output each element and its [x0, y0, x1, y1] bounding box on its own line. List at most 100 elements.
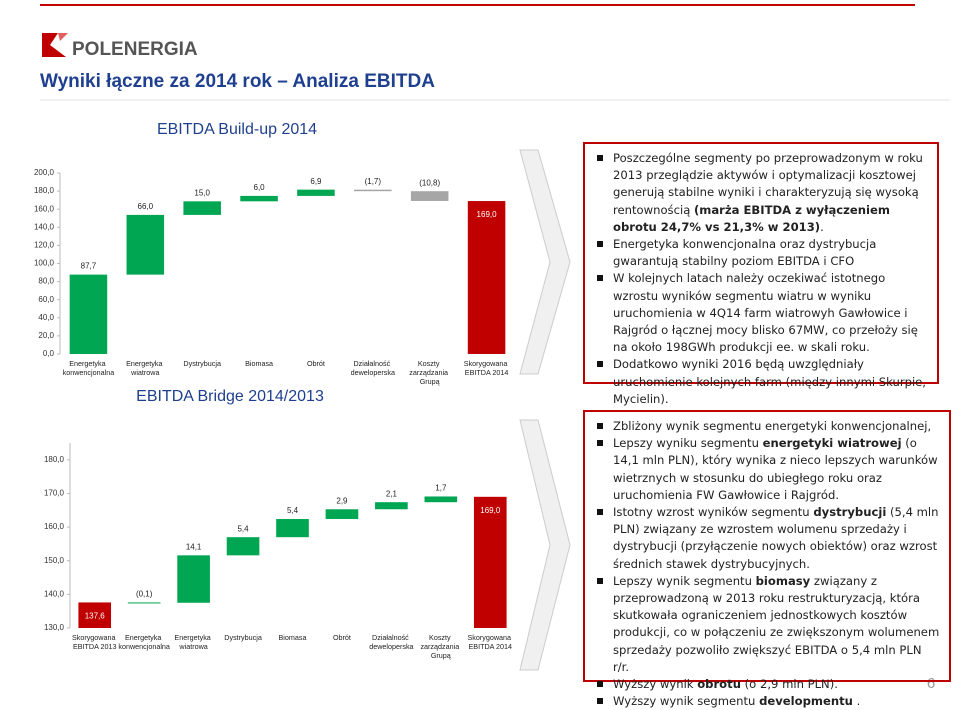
text: Energetyka konwencjonalna oraz dystrybuc… — [613, 237, 877, 269]
bullet: Zbliżony wynik segmentu energetyki konwe… — [597, 418, 941, 435]
bar — [127, 602, 161, 604]
x-tick-label: Dystrybucja — [224, 633, 262, 642]
bar — [126, 214, 165, 275]
bullet: W kolejnych latach należy oczekiwać isto… — [597, 270, 929, 356]
value-label: 66,0 — [138, 202, 154, 211]
bullet: Istotny wzrost wyników segmentu dystrybu… — [597, 504, 941, 573]
y-tick-label: 140,0 — [34, 222, 55, 231]
text: Zbliżony wynik segmentu energetyki konwe… — [613, 419, 932, 433]
x-tick-label: Biomasa — [279, 633, 307, 642]
x-tick-label: Dystrybucja — [183, 359, 221, 368]
bar — [375, 502, 408, 510]
text: Lepszy wynik segmentu — [613, 573, 756, 588]
slide: POLENERGIA Wyniki łączne za 2014 rok – A… — [33, 4, 951, 709]
value-label: 14,1 — [186, 542, 202, 551]
y-tick-label: 180,0 — [34, 186, 55, 195]
value-label: 15,0 — [194, 188, 210, 197]
arrow-chevron — [519, 419, 571, 671]
text: (o 14,1 mln PLN), który wynika z nieco l… — [613, 436, 938, 502]
bar — [226, 537, 260, 556]
bold-text: biomasy — [755, 573, 811, 588]
bold-text: (marża EBITDA z wyłączeniem obrotu 24,7%… — [613, 202, 890, 234]
bullet-list: Poszczególne segmenty po przeprowadzonym… — [595, 150, 929, 408]
text: Poszczególne segmenty po przeprowadzonym… — [613, 151, 923, 217]
value-label: 5,4 — [237, 524, 249, 533]
text: Wyższy wynik — [613, 677, 698, 692]
bullet: Lepszy wynik segmentu biomasy związany z… — [597, 573, 941, 676]
y-tick-label: 170,0 — [44, 489, 65, 498]
bar — [424, 496, 458, 503]
text: Dodatkowo wyniki 2016 będą uwzględniały … — [613, 357, 926, 406]
bold-text: developmentu — [759, 694, 853, 709]
x-tick-label: Energetyka wiatrowa — [174, 633, 212, 651]
value-label: 137,6 — [85, 612, 106, 621]
chart-title: EBITDA Bridge 2014/2013 — [136, 388, 324, 405]
x-tick-label: Działalność deweloperska — [351, 359, 395, 377]
x-tick-label: Działalność deweloperska — [369, 633, 413, 651]
x-tick-label: Biomasa — [245, 359, 273, 368]
text: (5,4 mln PLN) związany ze wzrostem wolum… — [613, 505, 939, 571]
bullet: Wyższy wynik segmentu developmentu . — [597, 693, 941, 710]
bar — [183, 201, 221, 215]
y-tick-label: 80,0 — [38, 277, 54, 286]
bullet: Energetyka konwencjonalna oraz dystrybuc… — [597, 236, 929, 270]
y-tick-label: 130,0 — [44, 623, 65, 632]
text: Istotny wzrost wyników segmentu — [613, 505, 814, 520]
text: . — [852, 694, 861, 709]
bullet: Lepszy wyniku segmentu energetyki wiatro… — [597, 435, 941, 504]
value-label: (1,7) — [365, 177, 382, 186]
bar — [467, 201, 506, 354]
text: W kolejnych latach należy oczekiwać isto… — [613, 271, 918, 355]
bar — [473, 496, 507, 628]
text: (o 2,9 mln PLN). — [740, 677, 838, 692]
x-tick-label: Obrót — [333, 633, 351, 642]
value-label: 6,9 — [310, 177, 322, 186]
x-tick-label: Energetyka wiatrowa — [126, 359, 164, 377]
bar — [297, 189, 335, 196]
bold-text: obrotu — [697, 677, 741, 692]
bullet: Wyższy wynik obrotu (o 2,9 mln PLN). — [597, 676, 941, 693]
y-tick-label: 40,0 — [38, 313, 54, 322]
y-tick-label: 200,0 — [34, 168, 55, 177]
arrow-chevron — [519, 149, 571, 375]
y-tick-label: 150,0 — [44, 556, 65, 565]
x-tick-label: Skorygowana EBITDA 2014 — [464, 359, 510, 377]
bullet: Poszczególne segmenty po przeprowadzonym… — [597, 150, 929, 236]
slide-canvas: POLENERGIA Wyniki łączne za 2014 rok – A… — [34, 4, 950, 692]
value-label: (10,8) — [419, 178, 440, 187]
x-tick-label: Obrót — [307, 359, 325, 368]
bar — [276, 519, 309, 538]
bullet-list: Zbliżony wynik segmentu energetyki konwe… — [595, 418, 941, 710]
x-tick-label: Energetyka konwencjonalna — [63, 359, 115, 377]
value-label: 5,4 — [287, 506, 299, 515]
bar — [325, 509, 359, 520]
bar — [240, 195, 278, 202]
value-label: 6,0 — [254, 183, 266, 192]
y-tick-label: 20,0 — [38, 331, 54, 340]
x-tick-label: Koszty zarządzania Grupą — [420, 633, 461, 660]
y-tick-label: 140,0 — [44, 589, 65, 598]
x-tick-label: Energetyka konwencjonalna — [118, 633, 170, 651]
logo-text: POLENERGIA — [72, 39, 198, 60]
bullet: Dodatkowo wyniki 2016 będą uwzględniały … — [597, 356, 929, 408]
text: Lepszy wyniku segmentu — [613, 436, 763, 451]
y-tick-label: 120,0 — [34, 241, 55, 250]
y-tick-label: 160,0 — [34, 204, 55, 213]
commentary-box: Zbliżony wynik segmentu energetyki konwe… — [583, 410, 951, 708]
text: Wyższy wynik segmentu — [613, 694, 760, 709]
value-label: (0,1) — [136, 590, 153, 599]
value-label: 169,0 — [480, 506, 501, 515]
value-label: 169,0 — [477, 210, 498, 219]
commentary-box: Poszczególne segmenty po przeprowadzonym… — [583, 142, 939, 406]
bar — [177, 555, 210, 603]
slide-title: Wyniki łączne za 2014 rok – Analiza EBIT… — [40, 71, 435, 92]
value-label: 1,7 — [435, 484, 447, 493]
y-tick-label: 0,0 — [43, 349, 55, 358]
text: związany z przeprowadzoną w 2013 roku re… — [613, 573, 940, 674]
y-tick-label: 180,0 — [44, 455, 65, 464]
logo-mark — [42, 33, 66, 57]
logo-mark-accent — [58, 33, 68, 41]
y-tick-label: 100,0 — [34, 259, 55, 268]
y-tick-label: 160,0 — [44, 522, 65, 531]
y-tick-label: 60,0 — [38, 295, 54, 304]
